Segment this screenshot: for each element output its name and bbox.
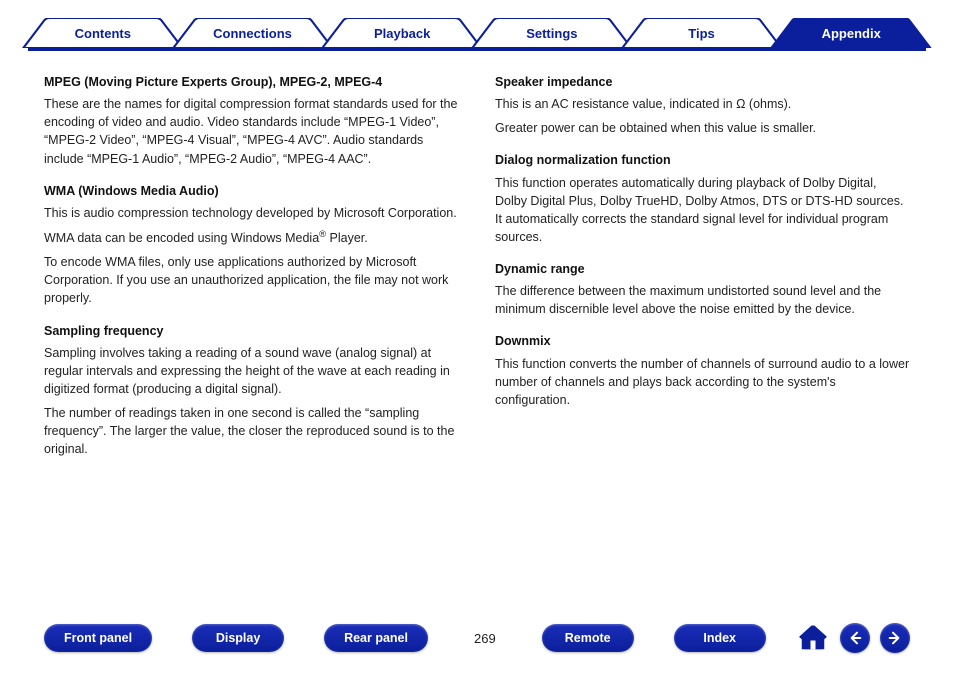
bottom-nav-left: Front panel Display Rear panel 269 Remot… — [44, 624, 766, 652]
tab-appendix[interactable]: Appendix — [766, 18, 936, 48]
tab-label: Contents — [18, 18, 188, 48]
glossary-paragraph: These are the names for digital compress… — [44, 95, 459, 168]
glossary-paragraph: This is audio compression technology dev… — [44, 204, 459, 222]
glossary-paragraph: Sampling involves taking a reading of a … — [44, 344, 459, 398]
index-button[interactable]: Index — [674, 624, 766, 652]
right-column: Speaker impedance This is an AC resistanc… — [495, 73, 910, 464]
tab-label: Tips — [617, 18, 787, 48]
glossary-term: Speaker impedance — [495, 73, 910, 91]
left-column: MPEG (Moving Picture Experts Group), MPE… — [44, 73, 459, 464]
tab-label: Connections — [168, 18, 338, 48]
home-icon — [798, 623, 828, 653]
glossary-term: Downmix — [495, 332, 910, 350]
tab-playback[interactable]: Playback — [317, 18, 487, 48]
glossary-paragraph: This is an AC resistance value, indicate… — [495, 95, 910, 113]
display-button[interactable]: Display — [192, 624, 284, 652]
next-button[interactable] — [880, 623, 910, 653]
arrow-right-icon — [887, 630, 903, 646]
glossary-term: Dynamic range — [495, 260, 910, 278]
tab-connections[interactable]: Connections — [168, 18, 338, 48]
home-button[interactable] — [796, 621, 830, 655]
glossary-term: WMA (Windows Media Audio) — [44, 182, 459, 200]
remote-button[interactable]: Remote — [542, 624, 634, 652]
arrow-left-icon — [847, 630, 863, 646]
glossary-paragraph: The number of readings taken in one seco… — [44, 404, 459, 458]
glossary-paragraph: This function converts the number of cha… — [495, 355, 910, 409]
glossary-paragraph: To encode WMA files, only use applicatio… — [44, 253, 459, 307]
top-tabs: ContentsConnectionsPlaybackSettingsTipsA… — [0, 0, 954, 48]
rear-panel-button[interactable]: Rear panel — [324, 624, 428, 652]
glossary-paragraph: This function operates automatically dur… — [495, 174, 910, 247]
tab-label: Appendix — [766, 18, 936, 48]
tab-label: Playback — [317, 18, 487, 48]
tab-label: Settings — [467, 18, 637, 48]
tab-tips[interactable]: Tips — [617, 18, 787, 48]
glossary-paragraph: Greater power can be obtained when this … — [495, 119, 910, 137]
bottom-nav: Front panel Display Rear panel 269 Remot… — [0, 621, 954, 655]
page-number: 269 — [468, 631, 502, 646]
tab-settings[interactable]: Settings — [467, 18, 637, 48]
prev-button[interactable] — [840, 623, 870, 653]
glossary-paragraph: WMA data can be encoded using Windows Me… — [44, 228, 459, 247]
content-area: MPEG (Moving Picture Experts Group), MPE… — [0, 51, 954, 464]
glossary-term: Dialog normalization function — [495, 151, 910, 169]
front-panel-button[interactable]: Front panel — [44, 624, 152, 652]
bottom-nav-icons — [796, 621, 910, 655]
tab-contents[interactable]: Contents — [18, 18, 188, 48]
glossary-term: Sampling frequency — [44, 322, 459, 340]
glossary-paragraph: The difference between the maximum undis… — [495, 282, 910, 318]
glossary-term: MPEG (Moving Picture Experts Group), MPE… — [44, 73, 459, 91]
